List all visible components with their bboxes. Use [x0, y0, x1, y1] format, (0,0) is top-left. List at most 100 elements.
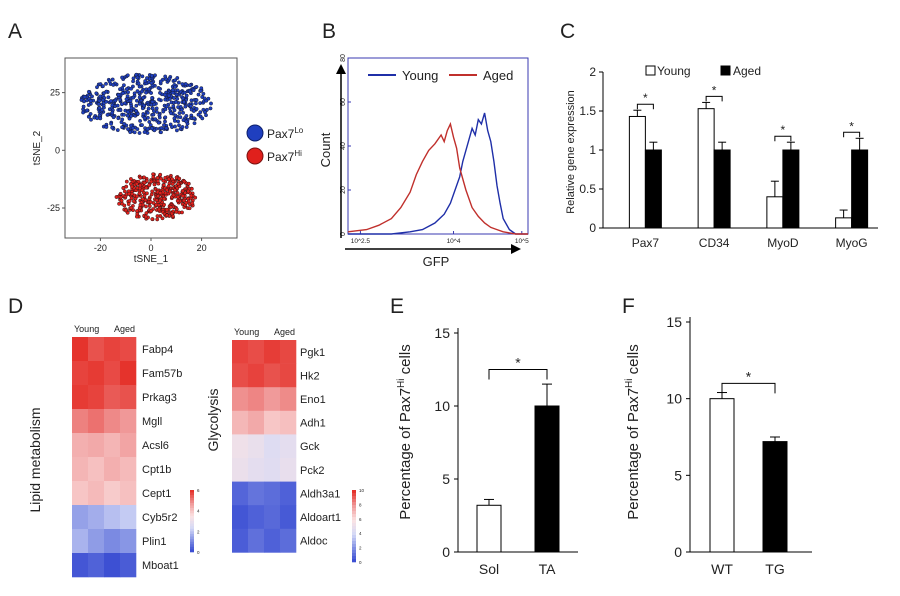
- heatmap-scale-segment: [352, 526, 356, 530]
- significance-bracket: [636, 103, 654, 110]
- tsne-point-pax7lo: [140, 74, 145, 79]
- heatmap-cell: [72, 529, 89, 554]
- tsne-point-pax7hi: [138, 202, 143, 207]
- tsne-point-pax7hi: [173, 188, 178, 193]
- histogram-y-label: Count: [318, 132, 333, 167]
- panel-label-c: C: [560, 20, 575, 43]
- heatmap-cell: [120, 457, 137, 482]
- significance-bracket: [774, 135, 792, 142]
- heatmap-cell: [264, 434, 281, 459]
- heatmap-cell: [232, 505, 249, 530]
- tsne-point-pax7lo: [153, 117, 158, 122]
- heatmap-row-label: Cyb5r2: [142, 512, 177, 524]
- tsne-point-pax7lo: [180, 82, 185, 87]
- tsne-point-pax7lo: [149, 73, 154, 78]
- tsne-point-pax7hi: [119, 198, 124, 203]
- heatmap-scale-tick-label: 4: [197, 509, 200, 514]
- tsne-point-pax7hi: [161, 178, 166, 183]
- tsne-point-pax7hi: [144, 178, 149, 183]
- panel-f-significance-bracket: [721, 382, 776, 394]
- heatmap-scale-segment: [190, 531, 194, 535]
- heatmap-cell: [232, 434, 249, 459]
- heatmap-scale-segment: [352, 553, 356, 557]
- heatmap-cell: [280, 387, 297, 412]
- gene-category-label: MyoG: [836, 236, 868, 250]
- legend-label-pax7hi: Pax7Hi: [267, 149, 302, 164]
- legend-marker-pax7lo: [246, 124, 264, 142]
- gene-expression-y-tick-label: 1: [589, 143, 596, 157]
- heatmap-cell: [72, 409, 89, 434]
- heatmap-row-label: Hk2: [300, 370, 320, 382]
- tsne-point-pax7hi: [131, 199, 136, 204]
- heatmap-cell: [72, 361, 89, 386]
- tsne-point-pax7lo: [129, 114, 134, 118]
- panel-label-f: F: [622, 295, 635, 318]
- tsne-point-pax7lo: [101, 84, 105, 89]
- tsne-point-pax7lo: [110, 125, 115, 130]
- legend-swatch-young: [645, 65, 656, 76]
- panel-f-chart: 0 5 10 15 WT TG *: [666, 314, 812, 577]
- significance-star: *: [781, 123, 786, 137]
- heatmap-cell: [88, 529, 105, 554]
- panel-f-y-label: Percentage of Pax7Hi cells: [624, 344, 642, 519]
- tsne-point-pax7hi: [163, 175, 168, 180]
- tsne-point-pax7hi: [156, 207, 161, 212]
- count-arrow-head: [336, 64, 346, 74]
- heatmap-row-label: Mboat1: [142, 560, 179, 572]
- tsne-point-pax7lo: [194, 98, 199, 103]
- significance-star: *: [849, 119, 854, 133]
- heatmap-cell: [232, 340, 249, 364]
- tsne-point-pax7lo: [107, 79, 112, 84]
- tsne-point-pax7lo: [125, 110, 130, 114]
- tsne-point-pax7lo: [173, 100, 178, 104]
- tsne-point-pax7lo: [176, 80, 181, 85]
- tsne-point-pax7hi: [142, 175, 147, 180]
- histogram-x-label: GFP: [423, 254, 450, 269]
- heatmap-cell: [280, 410, 297, 435]
- tsne-point-pax7lo: [208, 106, 213, 111]
- tsne-point-pax7hi: [122, 203, 127, 208]
- heatmap-cell: [120, 505, 137, 530]
- heatmap-scale-segment: [352, 502, 356, 506]
- heatmap-cell: [280, 434, 297, 459]
- heatmap-cell: [88, 505, 105, 530]
- gene-expression-y-tick-label: 0: [589, 221, 596, 235]
- heatmap-scale-segment: [190, 495, 194, 499]
- tsne-point-pax7lo: [142, 103, 147, 108]
- heatmap-lipid-title: Lipid metabolism: [27, 407, 43, 512]
- tsne-point-pax7hi: [135, 194, 139, 199]
- heatmap-scale-segment: [352, 499, 356, 503]
- tsne-point-pax7lo: [126, 127, 130, 132]
- tsne-point-pax7lo: [184, 114, 189, 118]
- heatmap-cell: [248, 481, 265, 506]
- heatmap-row-label: Acsl6: [142, 440, 169, 452]
- heatmap-scale-segment: [190, 533, 194, 537]
- heatmap-scale-segment: [352, 556, 356, 560]
- heatmap-scale-tick-label: 2: [359, 546, 362, 551]
- heatmap-cell: [248, 505, 265, 530]
- heatmap-cell: [104, 385, 121, 410]
- tsne-point-pax7lo: [150, 96, 155, 100]
- tsne-point-pax7lo: [116, 116, 121, 121]
- heatmap-cell: [280, 458, 297, 482]
- tsne-point-pax7lo: [168, 122, 173, 127]
- tsne-point-pax7hi: [189, 193, 194, 198]
- heatmap-cell: [280, 528, 297, 553]
- tsne-point-pax7hi: [168, 205, 173, 210]
- panel-label-e: E: [390, 295, 404, 318]
- tsne-point-pax7hi: [164, 187, 169, 192]
- heatmap-column-label: Young: [74, 324, 99, 334]
- heatmap-scale-segment: [190, 510, 194, 514]
- tsne-point-pax7lo: [169, 111, 174, 116]
- tsne-point-pax7lo: [184, 93, 189, 98]
- significance-bracket: [705, 95, 723, 102]
- tsne-point-pax7lo: [135, 127, 140, 132]
- legend-label-aged: Aged: [483, 68, 513, 83]
- tsne-point-pax7lo: [131, 95, 136, 100]
- heatmap-cells: [72, 337, 356, 578]
- bar-aged-pax7: [644, 149, 662, 229]
- tsne-point-pax7hi: [165, 213, 169, 218]
- panel-f-y-tick-label: 5: [674, 467, 682, 483]
- histogram-x-tick-label: 10^2.5: [351, 238, 371, 245]
